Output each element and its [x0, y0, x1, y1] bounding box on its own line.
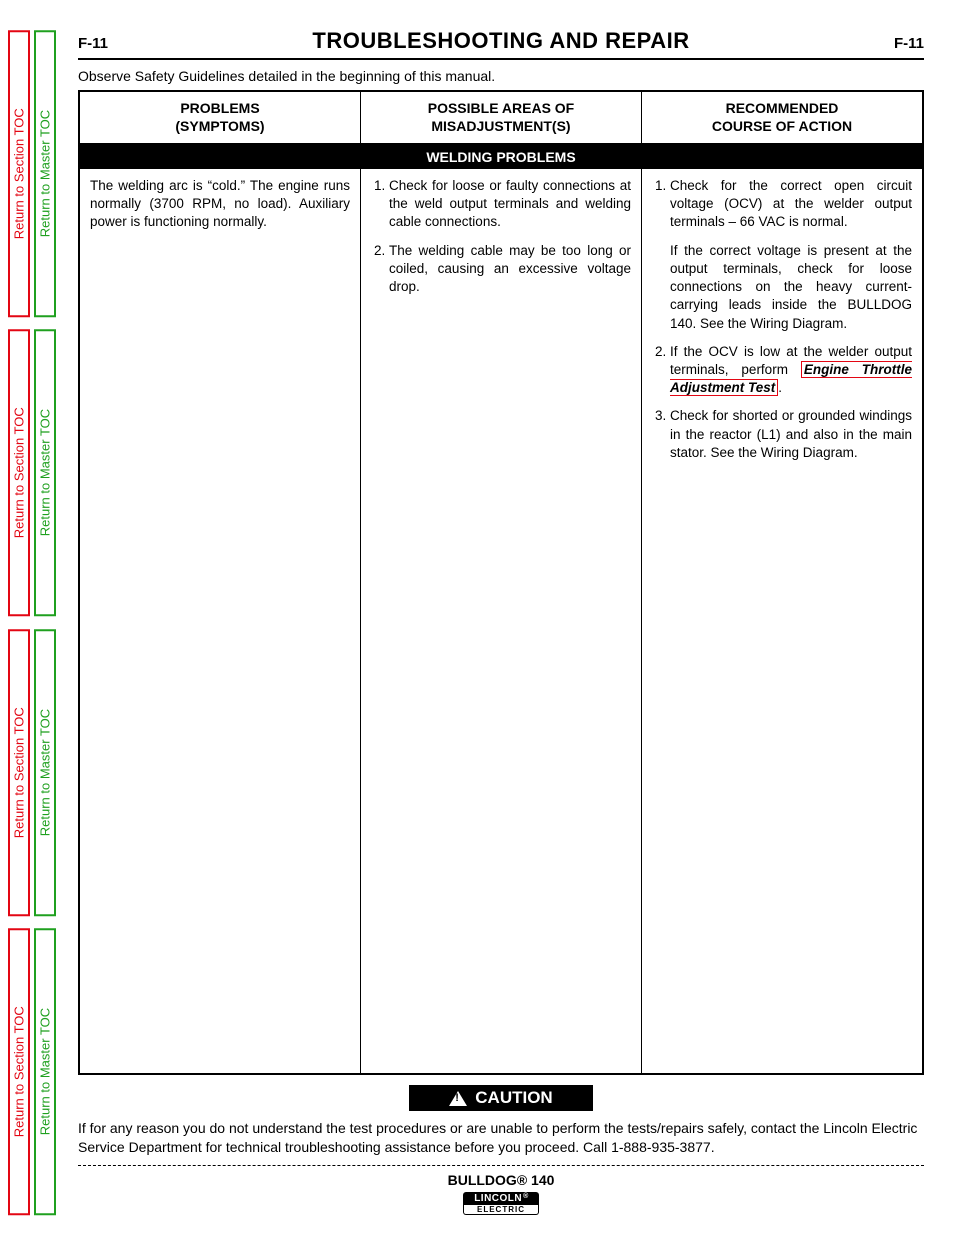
- logo-bottom-text: ELECTRIC: [463, 1205, 539, 1215]
- return-master-toc-tab[interactable]: Return to Master TOC: [34, 629, 56, 916]
- return-master-toc-tab[interactable]: Return to Master TOC: [34, 928, 56, 1215]
- misadjustment-cell: Check for loose or faulty connections at…: [361, 169, 642, 1073]
- misadjustment-item: The welding cable may be too long or coi…: [389, 242, 631, 297]
- page-number-left: F-11: [78, 35, 108, 52]
- table-body: The welding arc is “cold.” The engine ru…: [80, 169, 922, 1073]
- header-misadjustments: POSSIBLE AREAS OFMISADJUSTMENT(S): [361, 92, 642, 143]
- safety-guideline-note: Observe Safety Guidelines detailed in th…: [78, 68, 924, 84]
- return-section-toc-tab[interactable]: Return to Section TOC: [8, 629, 30, 916]
- return-section-toc-tab[interactable]: Return to Section TOC: [8, 329, 30, 616]
- action-item: Check for the correct open circuit volta…: [670, 177, 912, 232]
- page-footer: BULLDOG® 140 LINCOLN ELECTRIC: [78, 1172, 924, 1215]
- lincoln-electric-logo: LINCOLN ELECTRIC: [463, 1192, 539, 1215]
- model-name: BULLDOG® 140: [78, 1172, 924, 1188]
- action-subtext: If the correct voltage is present at the…: [670, 242, 912, 333]
- caution-section: CAUTION: [78, 1085, 924, 1111]
- side-navigation-tabs: Return to Section TOC Return to Section …: [8, 30, 56, 1215]
- misadjustment-item: Check for loose or faulty connections at…: [389, 177, 631, 232]
- master-toc-column: Return to Master TOC Return to Master TO…: [34, 30, 56, 1215]
- symptom-cell: The welding arc is “cold.” The engine ru…: [80, 169, 361, 1073]
- caution-text: If for any reason you do not understand …: [78, 1119, 924, 1166]
- logo-top-text: LINCOLN: [463, 1192, 539, 1205]
- return-section-toc-tab[interactable]: Return to Section TOC: [8, 928, 30, 1215]
- warning-triangle-icon: [449, 1091, 467, 1106]
- action-item: If the OCV is low at the welder output t…: [670, 343, 912, 398]
- return-master-toc-tab[interactable]: Return to Master TOC: [34, 30, 56, 317]
- header-actions: RECOMMENDEDCOURSE OF ACTION: [642, 92, 922, 143]
- page-title: TROUBLESHOOTING AND REPAIR: [312, 28, 689, 54]
- section-toc-column: Return to Section TOC Return to Section …: [8, 30, 30, 1215]
- page-header: F-11 TROUBLESHOOTING AND REPAIR F-11: [78, 28, 924, 60]
- caution-label: CAUTION: [475, 1088, 552, 1108]
- page-number-right: F-11: [894, 35, 924, 52]
- header-problems: PROBLEMS(SYMPTOMS): [80, 92, 361, 143]
- table-header-row: PROBLEMS(SYMPTOMS) POSSIBLE AREAS OFMISA…: [80, 92, 922, 145]
- return-master-toc-tab[interactable]: Return to Master TOC: [34, 329, 56, 616]
- section-bar-welding: WELDING PROBLEMS: [80, 145, 922, 169]
- action-cell: Check for the correct open circuit volta…: [642, 169, 922, 1073]
- page-content: F-11 TROUBLESHOOTING AND REPAIR F-11 Obs…: [78, 28, 924, 1215]
- caution-bar: CAUTION: [409, 1085, 592, 1111]
- troubleshooting-table: PROBLEMS(SYMPTOMS) POSSIBLE AREAS OFMISA…: [78, 90, 924, 1075]
- return-section-toc-tab[interactable]: Return to Section TOC: [8, 30, 30, 317]
- action-item: Check for shorted or grounded windings i…: [670, 407, 912, 462]
